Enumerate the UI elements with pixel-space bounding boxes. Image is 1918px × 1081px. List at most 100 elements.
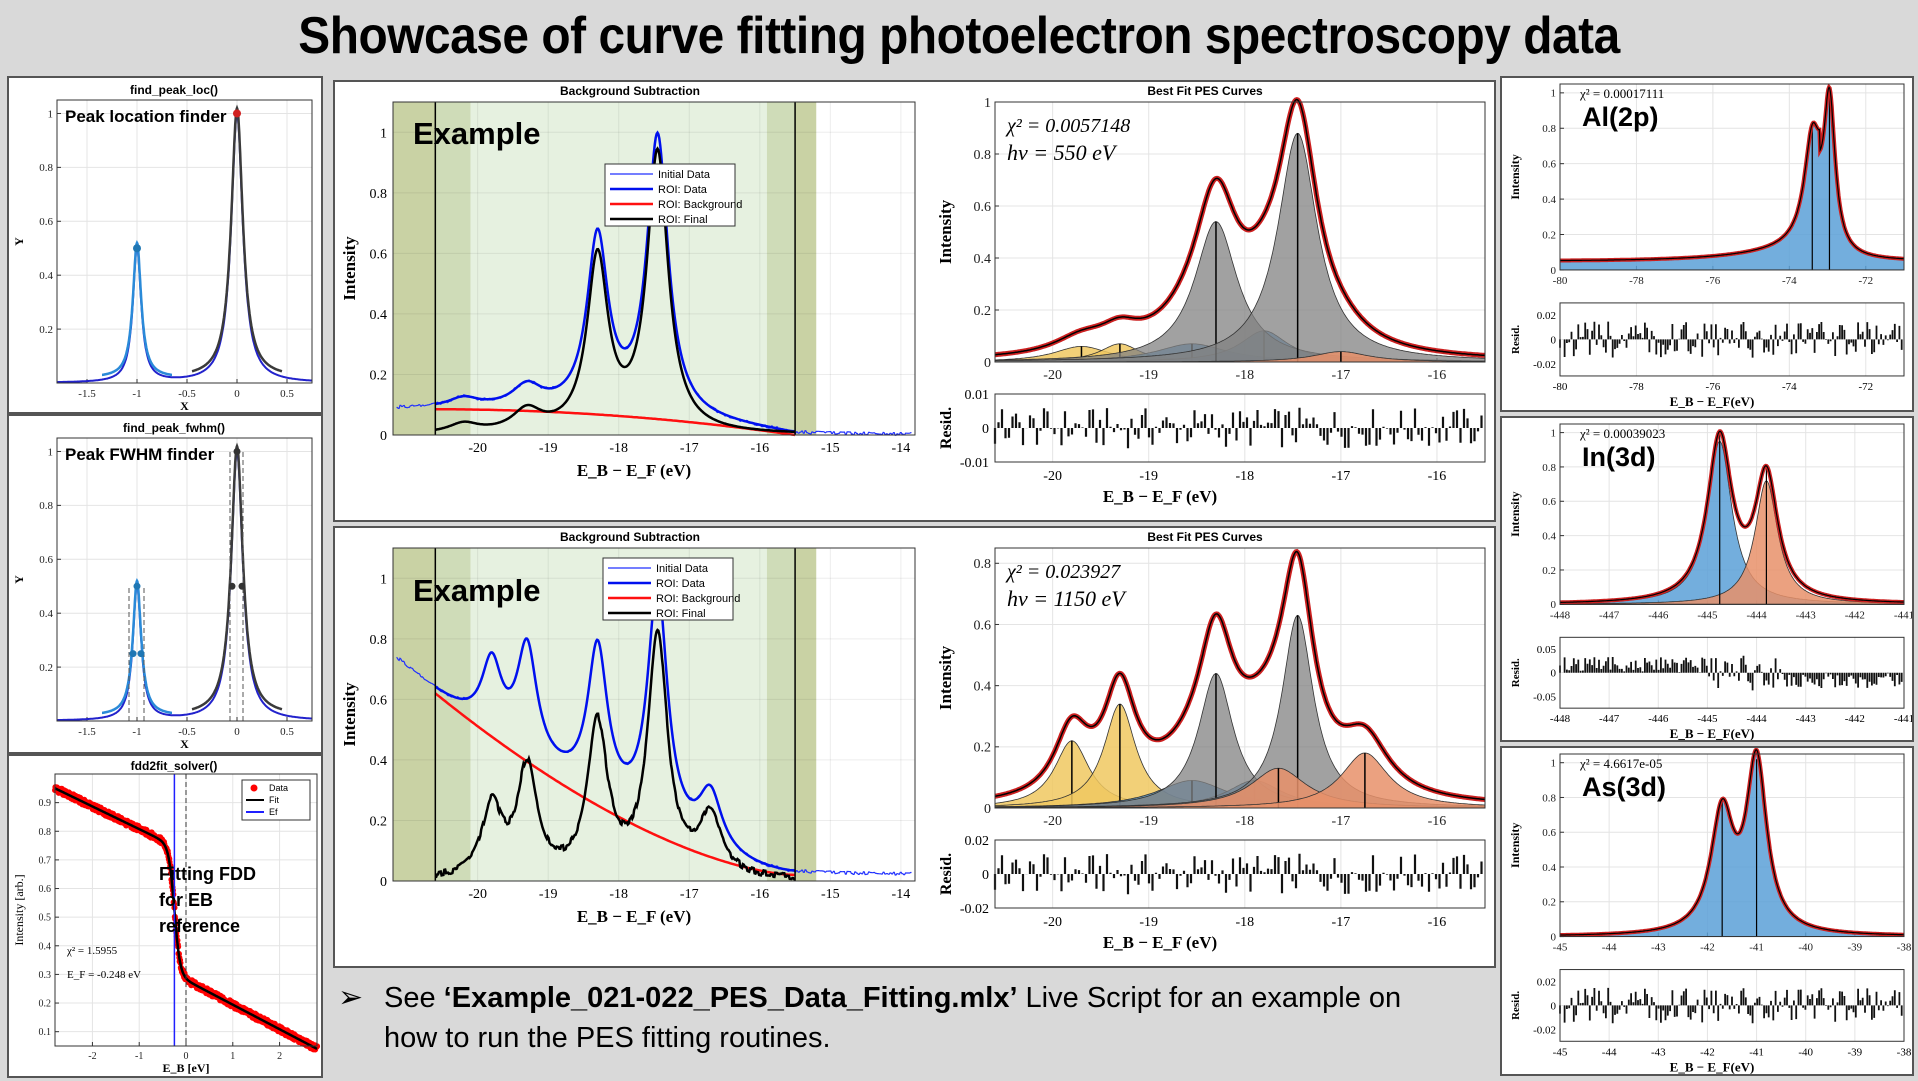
resid-x-tick-label: -78 — [1629, 381, 1644, 393]
y-tick-label: 0.2 — [974, 741, 992, 756]
y-axis-label: Y — [12, 237, 26, 246]
chart-title: Background Subtraction — [560, 530, 700, 544]
y-tick-label: 0.9 — [39, 798, 52, 809]
x-tick-label: -442 — [1845, 609, 1865, 621]
x-tick-label: -16 — [1428, 368, 1447, 383]
x-tick-label: -446 — [1648, 609, 1669, 621]
series-peak-2-line — [191, 104, 283, 373]
y-tick-label: 0.6 — [1542, 159, 1556, 171]
y-tick-label: 0.6 — [39, 216, 53, 228]
x-tick-label: -441 — [1894, 609, 1912, 621]
y-tick-label: 0 — [1551, 599, 1557, 611]
resid-y-tick-label: 0.02 — [1537, 977, 1556, 989]
roi-region — [470, 102, 767, 435]
x-axis-label: E_B − E_F (eV) — [1103, 487, 1217, 506]
legend-label: ROI: Final — [658, 214, 708, 226]
panel-example-2: Background Subtraction -20 -19 -18 -17 -16 -15… — [333, 526, 1496, 968]
roi-band-right — [795, 102, 817, 435]
resid-x-tick-label: -446 — [1648, 713, 1669, 725]
x-tick-label: -2 — [88, 1051, 96, 1062]
x-tick-label: -80 — [1553, 275, 1568, 287]
x-tick-label: -448 — [1550, 609, 1571, 621]
y-tick-label: 0.2 — [974, 304, 992, 319]
core-level-label: As(3d) — [1582, 772, 1666, 802]
y-tick-label: 0.8 — [39, 162, 53, 174]
resid-y-axis-label: Resid. — [938, 407, 955, 449]
resid-y-tick-label: 0 — [982, 422, 989, 437]
annotation-label: Example — [413, 116, 541, 151]
y-tick-label: 0.6 — [39, 884, 52, 895]
legend-label: Initial Data — [658, 169, 711, 181]
resid-x-tick-label: -39 — [1848, 1046, 1863, 1058]
resid-x-tick-label: -38 — [1897, 1046, 1912, 1058]
x-tick-label: -16 — [1428, 814, 1447, 829]
resid-x-tick-label: -19 — [1139, 469, 1158, 484]
x-tick-label: -16 — [750, 441, 769, 456]
legend-label: ROI: Final — [656, 608, 706, 620]
x-tick-label: -444 — [1746, 609, 1767, 621]
x-tick-label: -1 — [132, 726, 141, 738]
x-tick-label: -1 — [135, 1051, 143, 1062]
legend-label: Initial Data — [656, 563, 709, 575]
fwhm-marker — [137, 650, 145, 658]
chart-as3d: -45 -44 -43 -42 -41 -40 -39 -38 0 0.2 0.4 0.6 0.8 1 χ²… — [1508, 747, 1912, 1074]
x-tick-label: -15 — [821, 887, 840, 902]
x-tick-label: -40 — [1798, 942, 1813, 954]
resid-x-tick-label: -447 — [1599, 713, 1620, 725]
plot-area — [57, 438, 312, 721]
resid-y-tick-label: 0 — [1551, 334, 1557, 346]
y-tick-label: 0.2 — [39, 662, 53, 674]
panel-fdd2fit: fdd2fit_solver() -2 -1 0 1 2 0.1 0.2 0.3 0.4 0.5 0.… — [7, 754, 323, 1078]
roi-band-left-inner — [435, 102, 471, 435]
legend-label: Data — [269, 783, 288, 793]
y-tick-label: 0 — [1551, 265, 1557, 277]
chart-al2p: -80 -78 -76 -74 -72 0 0.2 0.4 0.6 0.8 1 χ² = 0.0001… — [1508, 83, 1905, 409]
axes-frame — [1559, 423, 1905, 605]
x-tick-label: -443 — [1796, 609, 1817, 621]
note-script-name[interactable]: ‘Example_021-022_PES_Data_Fitting.mlx’ — [443, 982, 1018, 1014]
resid-x-tick-label: -45 — [1553, 1046, 1568, 1058]
axes-frame — [994, 101, 1486, 363]
y-tick-label: 0.8 — [1542, 462, 1556, 474]
axes-frame — [1559, 83, 1905, 271]
resid-x-tick-label: -17 — [1332, 915, 1351, 930]
y-tick-label: 0.8 — [370, 633, 388, 648]
x-tick-label: -72 — [1858, 275, 1873, 287]
resid-y-axis-label: Resid. — [1510, 658, 1522, 687]
y-axis-label: Intensity [arb.] — [12, 874, 26, 945]
series-peak-1-line — [101, 240, 173, 377]
x-axis-label: E_B [eV] — [163, 1061, 210, 1075]
y-tick-label: 0.5 — [39, 913, 52, 924]
axes-frame — [392, 547, 916, 882]
resid-y-tick-label: -0.02 — [1533, 359, 1556, 371]
roi-band-left-inner — [435, 548, 471, 881]
x-tick-label: -19 — [1139, 814, 1158, 829]
y-axis-label: Intensity — [1508, 491, 1522, 536]
chart-title: Best Fit PES Curves — [1147, 84, 1263, 98]
y-tick-label: 0.6 — [39, 554, 53, 566]
chi2-label: χ² = 0.0057148 — [1005, 115, 1130, 137]
y-tick-label: 1 — [380, 572, 387, 587]
panel-find-peak-fwhm: find_peak_fwhm() -1.5 -1 -0.5 0 0.5 0.2 0.4 0.6 0… — [7, 414, 323, 754]
y-tick-label: 1 — [1551, 88, 1557, 100]
x-tick-label: -19 — [1139, 368, 1158, 383]
y-tick-label: 1 — [1551, 758, 1557, 770]
roi-band-left — [393, 548, 436, 881]
x-tick-label: -14 — [892, 887, 911, 902]
note-suffix: Live Script for an example on — [1017, 982, 1402, 1014]
y-tick-label: 0.1 — [39, 1027, 52, 1038]
y-tick-label: 1 — [48, 108, 54, 120]
resid-x-tick-label: -72 — [1858, 381, 1873, 393]
series-roi-final — [435, 146, 796, 434]
x-tick-label: -42 — [1700, 942, 1715, 954]
series-fit — [994, 550, 1486, 801]
y-tick-label: 0.4 — [1542, 862, 1556, 874]
series-total-line — [57, 448, 313, 722]
ef-label: E_F = -0.248 eV — [67, 969, 141, 981]
x-tick-label: -1.5 — [78, 388, 96, 400]
peak-marker — [133, 244, 141, 253]
y-tick-label: 0.8 — [39, 827, 52, 838]
y-tick-label: 0.4 — [974, 680, 992, 695]
annotation-label: for EB — [159, 890, 213, 910]
chart-title: find_peak_loc() — [130, 83, 218, 97]
